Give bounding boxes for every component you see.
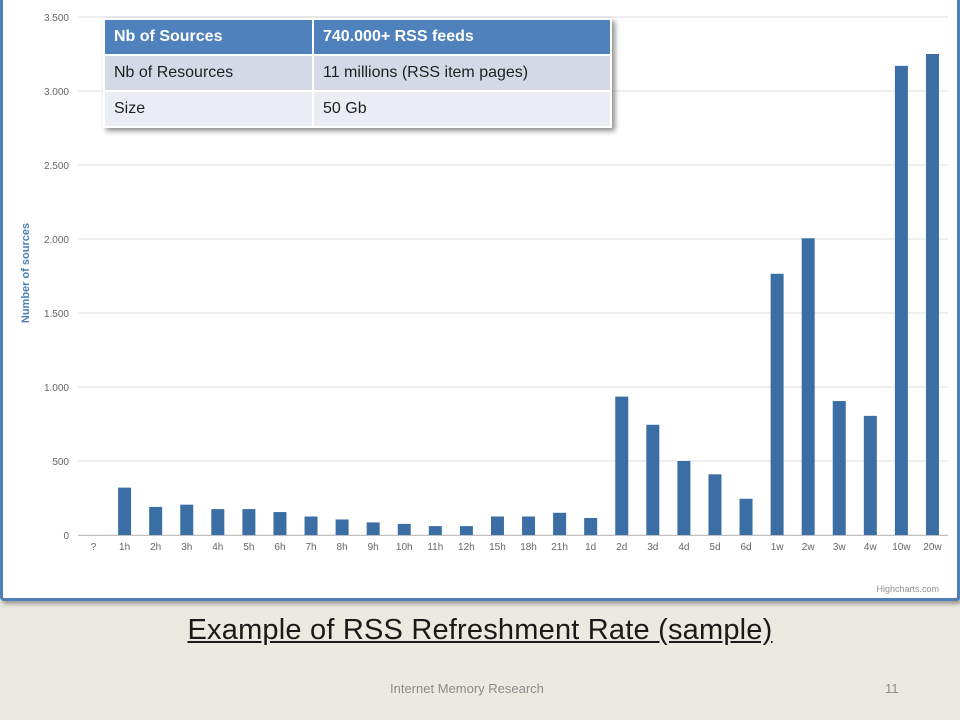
- x-tick-label: 3h: [181, 542, 192, 553]
- x-tick-label: 4h: [212, 542, 223, 553]
- bar: [708, 474, 722, 535]
- bar: [584, 517, 598, 535]
- bar: [397, 523, 411, 535]
- table-cell: Nb of Sources: [103, 18, 314, 56]
- y-tick-label: 1.500: [44, 309, 69, 320]
- x-tick-label: 9h: [368, 542, 379, 553]
- table-cell: 50 Gb: [312, 90, 612, 128]
- x-tick-label: 18h: [520, 542, 537, 553]
- bar: [211, 509, 225, 535]
- x-tick-label: 4d: [678, 542, 689, 553]
- bar: [366, 522, 380, 535]
- bar: [304, 516, 318, 535]
- table-cell: 740.000+ RSS feeds: [312, 18, 612, 56]
- bar-chart: 0 500 1.000 1.500 2.000 2.500 3.000 3.500 ? 1h 2h…: [20, 13, 948, 553]
- x-tick-label: 12h: [458, 542, 475, 553]
- bar: [273, 512, 287, 535]
- bar: [801, 238, 815, 535]
- chart-panel: 0 500 1.000 1.500 2.000 2.500 3.000 3.500 ? 1h 2h…: [0, 0, 960, 601]
- x-tick-label: 5h: [243, 542, 254, 553]
- x-tick-label: 3w: [833, 542, 847, 553]
- y-tick-label: 2.500: [44, 161, 69, 172]
- x-tick-label: 4w: [864, 542, 878, 553]
- chart-credit: Highcharts.com: [876, 584, 939, 594]
- y-axis-title: Number of sources: [20, 223, 32, 323]
- x-tick-label: 11h: [427, 542, 443, 553]
- bar: [242, 509, 256, 535]
- x-tick-label: 1d: [585, 542, 596, 553]
- bar: [863, 415, 877, 535]
- bar: [428, 526, 442, 535]
- x-tick-label: 2h: [150, 542, 161, 553]
- bar: [490, 516, 504, 535]
- bar: [925, 54, 939, 535]
- bar: [677, 461, 691, 535]
- bar: [832, 401, 846, 535]
- y-tick-label: 1.000: [44, 383, 69, 394]
- x-tick-label: 10h: [396, 542, 413, 553]
- table-cell: Size: [103, 90, 314, 128]
- bar: [894, 65, 908, 535]
- table-cell: Nb of Resources: [103, 54, 314, 92]
- bar: [335, 519, 349, 535]
- bar: [739, 498, 753, 535]
- bar: [646, 424, 660, 535]
- x-tick-label: 2d: [616, 542, 627, 553]
- bar: [459, 526, 473, 535]
- x-tick-label: 5d: [709, 542, 720, 553]
- y-tick-label: 3.000: [44, 87, 69, 98]
- x-tick-label: 15h: [489, 542, 506, 553]
- bar: [180, 504, 194, 535]
- bar: [149, 506, 163, 535]
- bar: [118, 487, 132, 535]
- slide-caption: Example of RSS Refreshment Rate (sample): [187, 614, 773, 646]
- y-tick-label: 500: [52, 457, 69, 468]
- x-tick-label: 10w: [892, 542, 911, 553]
- table-row: Size 50 Gb: [103, 90, 612, 128]
- y-tick-label: 3.500: [44, 13, 69, 24]
- x-tick-label: 2w: [802, 542, 816, 553]
- x-tick-label: 1h: [119, 542, 130, 553]
- x-tick-label: 8h: [337, 542, 348, 553]
- page-number: 11: [885, 681, 899, 696]
- x-tick-label: 7h: [305, 542, 316, 553]
- x-tick-label: 20w: [923, 542, 942, 553]
- bar: [522, 516, 536, 535]
- y-tick-label: 2.000: [44, 235, 69, 246]
- x-tick-label: 6d: [740, 542, 751, 553]
- x-tick-label: ?: [91, 542, 97, 553]
- x-tick-label: 3d: [647, 542, 658, 553]
- y-tick-label: 0: [63, 531, 69, 542]
- table-cell: 11 millions (RSS item pages): [312, 54, 612, 92]
- x-tick-label: 21h: [551, 542, 568, 553]
- table-row: Nb of Resources 11 millions (RSS item pa…: [103, 54, 612, 92]
- bar: [553, 512, 567, 535]
- dataset-info-table: Nb of Sources 740.000+ RSS feeds Nb of R…: [103, 18, 612, 128]
- table-row: Nb of Sources 740.000+ RSS feeds: [103, 18, 612, 56]
- bar: [615, 396, 629, 535]
- x-tick-label: 6h: [274, 542, 285, 553]
- x-tick-label: 1w: [771, 542, 785, 553]
- footer-text: Internet Memory Research: [390, 681, 544, 696]
- bar: [770, 273, 784, 535]
